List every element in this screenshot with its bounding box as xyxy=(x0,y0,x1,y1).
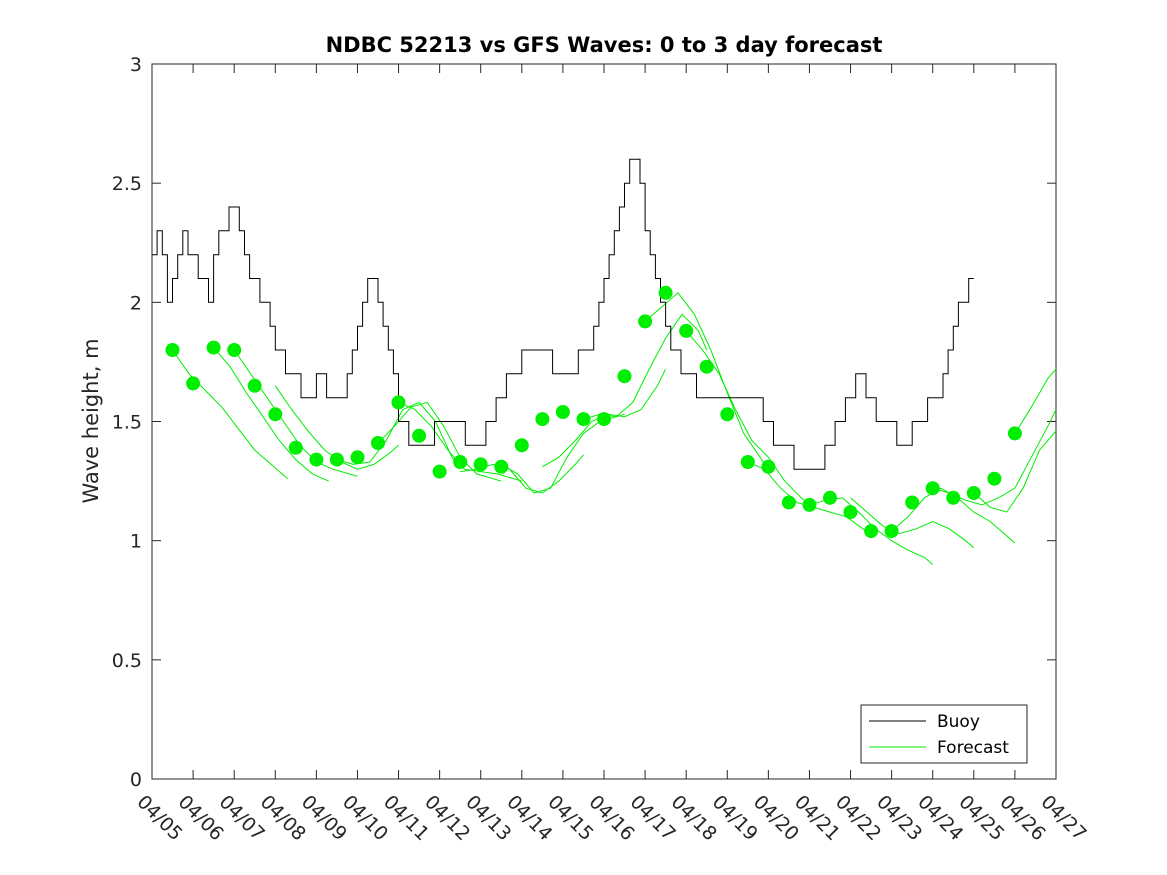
axis-ticks xyxy=(151,63,1057,780)
buoy-series xyxy=(152,158,974,470)
forecast-marker xyxy=(987,471,1002,486)
y-tick-label: 2 xyxy=(130,292,142,314)
y-tick-label: 3 xyxy=(130,54,142,76)
y-tick-label: 0.5 xyxy=(112,650,142,672)
forecast-marker xyxy=(473,457,488,472)
forecast-marker xyxy=(843,505,858,520)
forecast-marker xyxy=(761,459,776,474)
forecast-marker xyxy=(206,340,221,355)
forecast-marker xyxy=(494,459,509,474)
forecast-marker xyxy=(535,412,550,427)
forecast-marker xyxy=(617,369,632,384)
forecast-marker xyxy=(227,343,242,357)
forecast-marker xyxy=(391,395,406,410)
forecast-marker xyxy=(412,428,427,443)
forecast-marker xyxy=(350,450,365,465)
forecast-marker xyxy=(309,452,324,467)
y-tick-labels: 0 0.5 1 1.5 2 2.5 3 xyxy=(112,54,142,791)
legend: Buoy Forecast xyxy=(860,704,1028,764)
forecast-marker xyxy=(329,452,344,467)
forecast-marker xyxy=(679,323,694,338)
y-axis-label: Wave height, m xyxy=(79,338,103,503)
forecast-marker xyxy=(905,495,920,510)
forecast-marker xyxy=(658,285,673,300)
y-tick-label: 1 xyxy=(130,531,142,553)
legend-box xyxy=(860,704,1028,764)
forecast-marker xyxy=(966,486,981,500)
legend-buoy-label: Buoy xyxy=(937,712,980,732)
y-tick-label: 2.5 xyxy=(112,173,142,195)
legend-forecast-label: Forecast xyxy=(937,738,1009,758)
forecast-marker xyxy=(925,481,940,496)
forecast-marker xyxy=(555,405,570,419)
forecast-marker xyxy=(1007,426,1022,441)
forecast-marker xyxy=(823,490,837,505)
forecast-marker xyxy=(186,376,201,391)
forecast-marker xyxy=(864,524,879,539)
forecast-marker xyxy=(514,438,529,453)
forecast-line xyxy=(850,497,975,549)
forecast-marker xyxy=(699,359,714,374)
forecast-marker xyxy=(802,497,817,512)
forecast-marker xyxy=(638,314,653,329)
forecast-marker xyxy=(247,378,262,393)
forecast-line xyxy=(398,401,522,482)
forecast-marker xyxy=(288,440,303,455)
forecast-marker xyxy=(371,436,385,450)
forecast-marker xyxy=(884,524,899,539)
forecast-line xyxy=(644,292,769,470)
y-tick-label: 1.5 xyxy=(112,412,142,434)
forecast-marker xyxy=(453,455,468,469)
buoy-line xyxy=(152,158,974,470)
forecast-marker xyxy=(740,455,755,469)
forecast-line xyxy=(213,347,329,482)
chart-title: NDBC 52213 vs GFS Waves: 0 to 3 day fore… xyxy=(326,33,883,57)
forecast-marker xyxy=(720,407,735,422)
forecast-line xyxy=(685,330,810,506)
forecast-line xyxy=(973,430,1057,513)
y-tick-label: 0 xyxy=(130,769,142,791)
forecast-line xyxy=(1014,368,1057,434)
forecast-markers xyxy=(165,285,1022,539)
forecast-marker xyxy=(165,343,180,357)
forecast-line xyxy=(377,401,502,482)
forecast-marker xyxy=(432,464,447,479)
forecast-marker xyxy=(946,490,961,505)
forecast-marker xyxy=(597,412,611,427)
forecast-marker xyxy=(781,495,796,510)
forecast-marker xyxy=(576,412,591,427)
forecast-marker xyxy=(268,407,283,422)
